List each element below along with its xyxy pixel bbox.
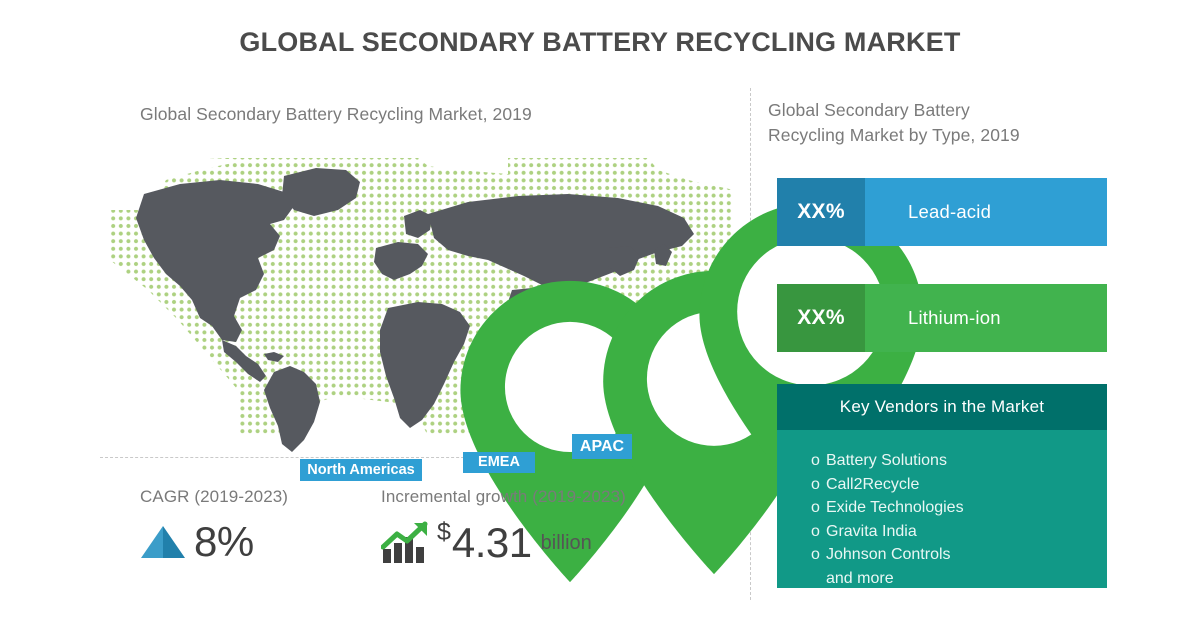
- metric-growth-unit: billion: [540, 531, 592, 554]
- vendor-name: Johnson Controls: [826, 546, 951, 564]
- type-section-caption: Global Secondary Battery Recycling Marke…: [768, 98, 1020, 148]
- world-map: North Americas EMEA APAC: [88, 140, 923, 583]
- triangle-up-icon: [140, 524, 186, 560]
- bullet-icon: o: [811, 522, 820, 540]
- vendors-and-more: and more: [826, 569, 894, 587]
- list-item: o Call2Recycle: [811, 473, 1107, 497]
- metric-cagr: CAGR (2019-2023) 8%: [140, 487, 288, 563]
- key-vendors-box: Key Vendors in the Market o Battery Solu…: [777, 384, 1107, 588]
- metric-cagr-value: 8%: [194, 518, 254, 565]
- region-label-apac[interactable]: APAC: [572, 434, 632, 459]
- type-bar-lithium-ion[interactable]: XX% Lithium-ion: [777, 284, 1107, 352]
- map-caption: Global Secondary Battery Recycling Marke…: [140, 104, 532, 124]
- horizontal-divider: [100, 457, 740, 458]
- vendor-name: Battery Solutions: [826, 452, 947, 469]
- bullet-icon: o: [811, 475, 820, 493]
- metric-cagr-label: CAGR (2019-2023): [140, 487, 289, 506]
- list-item: o Johnson Controls: [811, 543, 1107, 567]
- vendor-name: Gravita India: [826, 522, 917, 540]
- list-item: o Exide Technologies: [811, 496, 1107, 520]
- region-label-emea[interactable]: EMEA: [463, 452, 535, 473]
- page-title: GLOBAL SECONDARY BATTERY RECYCLING MARKE…: [239, 27, 961, 57]
- metric-incremental-growth: Incremental growth (2019-2023) $ 4.31 bi…: [381, 487, 626, 565]
- type-bar-lead-acid-label: Lead-acid: [865, 178, 1107, 246]
- metric-growth-currency: $: [437, 517, 451, 546]
- metric-growth-label: Incremental growth (2019-2023): [381, 487, 626, 506]
- bullet-icon: o: [811, 452, 820, 469]
- bullet-icon: o: [811, 499, 820, 517]
- type-bar-lead-acid[interactable]: XX% Lead-acid: [777, 178, 1107, 246]
- type-bar-lithium-ion-percent: XX%: [777, 284, 865, 352]
- vendor-name: Call2Recycle: [826, 475, 920, 493]
- key-vendors-heading: Key Vendors in the Market: [777, 384, 1107, 430]
- vendor-name: Exide Technologies: [826, 499, 964, 517]
- type-bar-lithium-ion-label: Lithium-ion: [865, 284, 1107, 352]
- type-caption-line2: Recycling Market by Type, 2019: [768, 124, 1020, 145]
- key-vendors-list: o Battery Solutions o Call2Recycle o Exi…: [777, 430, 1107, 588]
- type-caption-line1: Global Secondary Battery: [768, 100, 970, 120]
- region-label-north-americas[interactable]: North Americas: [300, 459, 422, 481]
- list-item: o Battery Solutions: [811, 449, 1107, 473]
- list-item: o Gravita India: [811, 520, 1107, 544]
- growth-chart-icon: [381, 521, 431, 565]
- metric-growth-value: 4.31: [451, 519, 532, 566]
- bullet-icon: o: [811, 546, 820, 564]
- type-bar-lead-acid-percent: XX%: [777, 178, 865, 246]
